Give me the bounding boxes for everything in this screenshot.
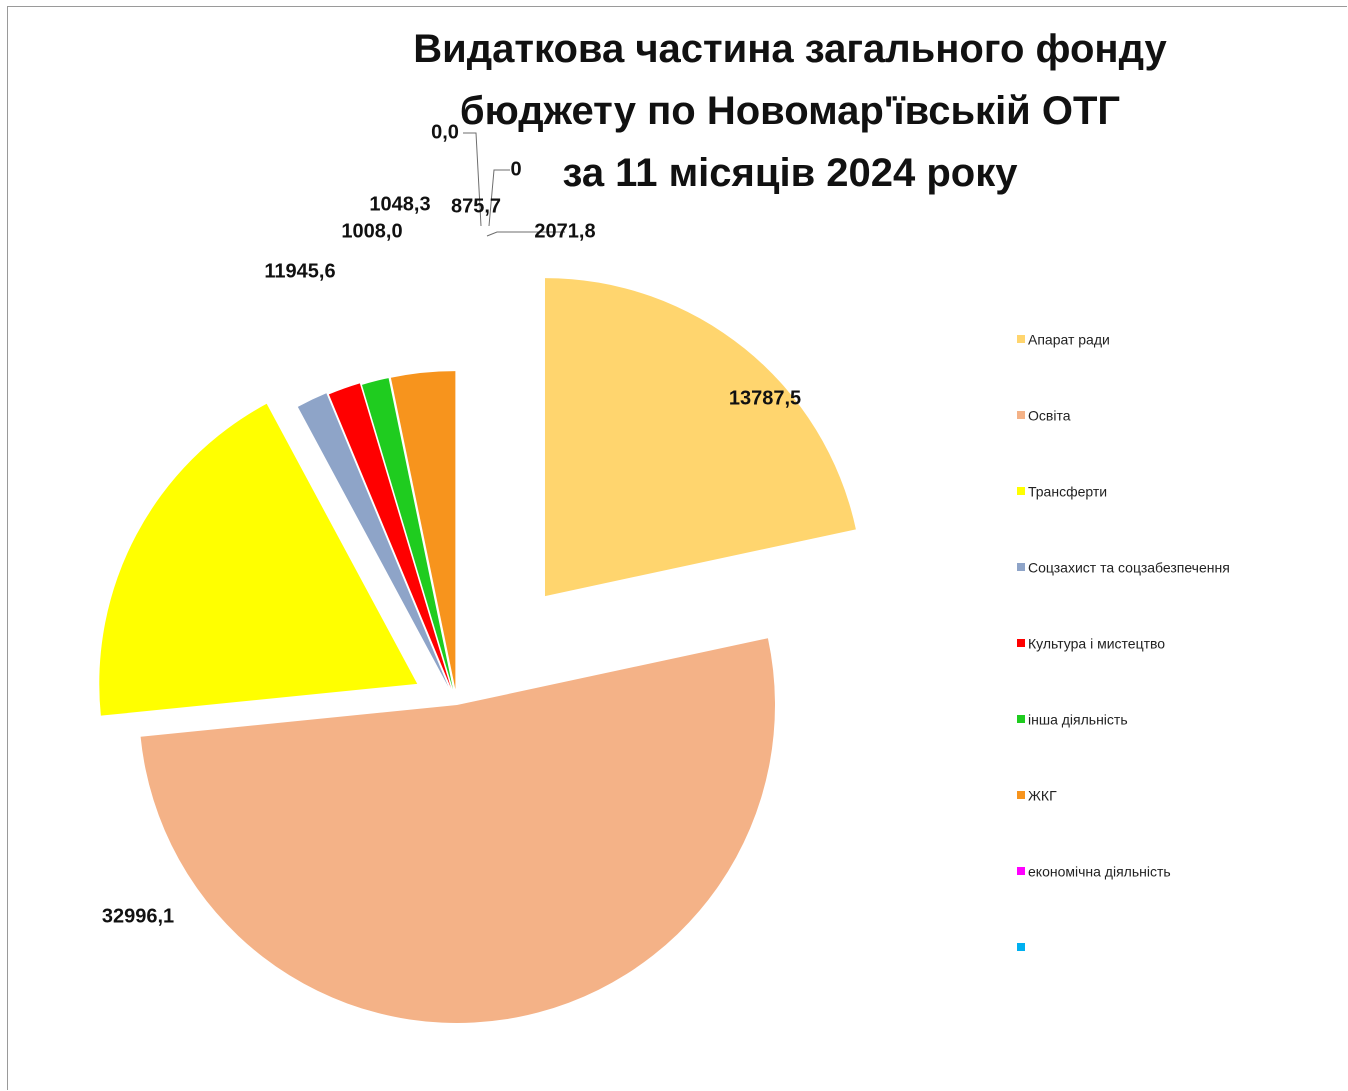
chart-title: Видаткова частина загального фонду бюдже… <box>340 18 1240 204</box>
pie-slice-7 <box>390 371 456 690</box>
legend-item-5: Культура і мистецтво <box>1017 634 1165 656</box>
pie-slice-5 <box>328 383 451 689</box>
legend-swatch <box>1017 563 1025 572</box>
legend-label: інша діяльність <box>1028 711 1128 728</box>
legend-label: Трансферти <box>1028 483 1108 500</box>
chart-title-line-1: Видаткова частина загального фонду <box>413 27 1167 71</box>
legend-item-3: Трансферти <box>1017 482 1107 504</box>
pie-slice-3 <box>99 403 418 716</box>
legend-item-8: економічна діяльність <box>1017 862 1171 884</box>
data-label-8: 0,0 <box>431 121 459 143</box>
legend-item-4: Соцзахист та соцзабезпечення <box>1017 558 1230 580</box>
legend-swatch <box>1017 639 1025 648</box>
data-label-3: 11945,6 <box>264 260 335 282</box>
chart-title-line-2: бюджету по Новомар'ївській ОТГ <box>459 89 1121 133</box>
data-label-4: 1008,0 <box>341 220 402 242</box>
legend-item-7: ЖКГ <box>1017 786 1057 808</box>
data-label-7: 2071,8 <box>534 220 595 242</box>
legend-label: Культура і мистецтво <box>1028 635 1166 652</box>
data-label-9: 0 <box>510 158 521 180</box>
pie-slice-1 <box>544 278 856 597</box>
pie-slice-2 <box>140 638 775 1023</box>
pie-slice-6 <box>361 378 454 690</box>
legend-label: економічна діяльність <box>1028 863 1171 880</box>
data-label-5: 1048,3 <box>369 193 430 215</box>
legend-swatch <box>1017 715 1025 724</box>
legend-swatch <box>1017 791 1025 800</box>
legend-item-1: Апарат ради <box>1017 330 1110 352</box>
legend-label: ЖКГ <box>1028 787 1057 804</box>
data-label-2: 32996,1 <box>102 905 174 927</box>
leader-line-7 <box>486 231 565 237</box>
legend-item-9 <box>1017 938 1028 960</box>
legend-item-2: Освіта <box>1017 406 1070 428</box>
leader-line-8 <box>463 132 482 227</box>
data-label-6: 875,7 <box>451 195 501 217</box>
legend-swatch <box>1017 487 1025 496</box>
legend-swatch <box>1017 943 1025 952</box>
legend-swatch <box>1017 411 1025 420</box>
legend-item-6: інша діяльність <box>1017 710 1128 732</box>
chart-title-line-3: за 11 місяців 2024 року <box>562 151 1018 195</box>
leader-line-9 <box>488 169 510 227</box>
data-label-1: 13787,5 <box>729 387 801 409</box>
pie-slice-4 <box>297 393 449 687</box>
legend-swatch <box>1017 335 1025 344</box>
legend-label: Соцзахист та соцзабезпечення <box>1028 559 1230 576</box>
legend-label: Апарат ради <box>1028 331 1110 348</box>
legend-swatch <box>1017 867 1025 876</box>
legend-label: Освіта <box>1028 407 1071 424</box>
